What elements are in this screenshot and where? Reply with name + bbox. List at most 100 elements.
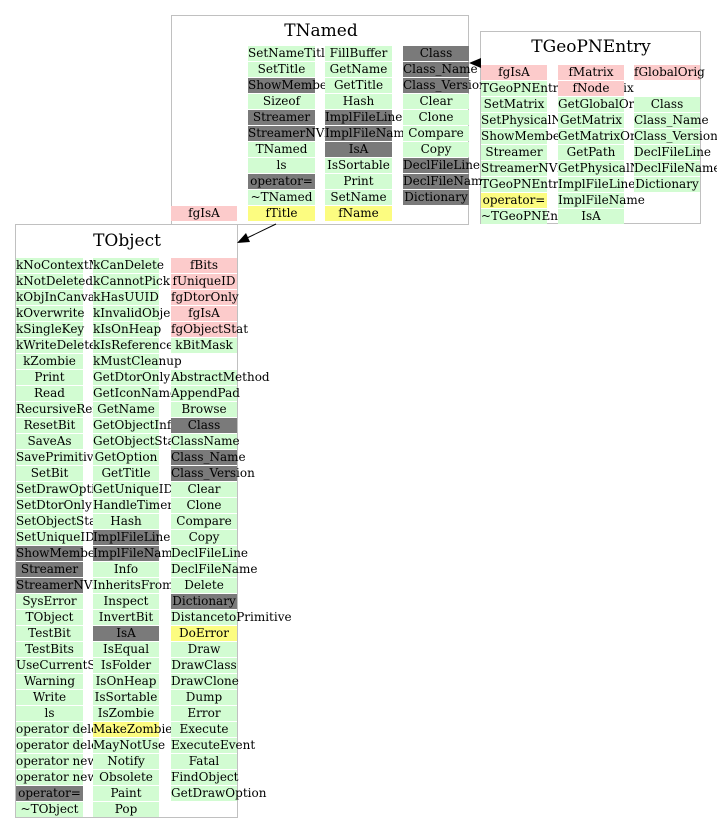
- member-cell: kObjInCanvas: [16, 290, 102, 305]
- member-cell: Info: [93, 562, 159, 577]
- member-cell: Class_Name: [171, 450, 246, 465]
- member-label: SetNameTitle: [248, 46, 332, 60]
- member-label: Class_Name: [634, 113, 709, 127]
- member-label: GetName: [97, 402, 155, 416]
- member-label: Delete: [184, 578, 224, 592]
- member-label: SetDrawOption: [16, 482, 111, 496]
- member-cell: kCanDelete: [93, 258, 164, 273]
- member-label: Paint: [110, 786, 142, 800]
- member-cell: MakeZombie: [93, 722, 172, 737]
- member-cell: DistancetoPrimitive: [171, 610, 292, 625]
- member-label: ~TGeoPNEntry: [481, 209, 576, 223]
- member-cell: SavePrimitive: [16, 450, 101, 465]
- member-cell: GetObjectStat: [93, 434, 179, 449]
- member-cell: GetObjectInfo: [93, 418, 179, 433]
- member-cell: TestBits: [16, 642, 83, 657]
- member-label: UseCurrentStyle: [16, 658, 119, 672]
- member-cell: TestBit: [16, 626, 83, 641]
- member-cell: TNamed: [248, 142, 315, 157]
- member-label: AppendPad: [171, 386, 240, 400]
- member-label: kIsOnHeap: [93, 322, 162, 336]
- member-label: Dump: [185, 690, 223, 704]
- member-label: SetUniqueID: [16, 530, 95, 544]
- member-label: Class_Name: [403, 62, 478, 76]
- member-label: RecursiveRemove: [16, 402, 125, 416]
- member-label: GetObjectInfo: [93, 418, 179, 432]
- member-label: ~TNamed: [250, 190, 313, 204]
- member-cell: Print: [16, 370, 83, 385]
- member-cell: Write: [16, 690, 83, 705]
- member-cell: Streamer: [16, 562, 83, 577]
- member-label: ImplFileLine: [93, 530, 171, 544]
- member-label: Fatal: [188, 754, 220, 768]
- member-cell: Draw: [171, 642, 237, 657]
- member-label: Obsolete: [99, 770, 153, 784]
- member-label: GetName: [329, 62, 388, 76]
- member-label: kMustCleanup: [93, 354, 182, 368]
- member-label: fTitle: [265, 206, 298, 220]
- member-label: Execute: [179, 722, 229, 736]
- member-label: SetPhysicalNode: [481, 113, 584, 127]
- member-cell: Read: [16, 386, 83, 401]
- member-cell: GetTitle: [93, 466, 159, 481]
- member-label: DeclFileName: [634, 161, 717, 175]
- class-title-tnamed: TNamed: [284, 21, 358, 41]
- member-cell: StreamerNVirtual: [16, 578, 125, 593]
- member-cell: fgIsA: [171, 206, 237, 221]
- member-cell: StreamerNVirtual: [248, 126, 358, 141]
- member-cell: kSingleKey: [16, 322, 84, 337]
- member-label: operator delete: [16, 722, 111, 736]
- member-label: Streamer: [252, 110, 311, 124]
- member-label: ResetBit: [23, 418, 76, 432]
- member-cell: SetDtorOnly: [16, 498, 92, 513]
- member-cell: DeclFileName: [634, 161, 717, 176]
- member-label: DistancetoPrimitive: [171, 610, 292, 624]
- member-cell: ImplFileName: [325, 126, 412, 141]
- member-label: DrawClone: [171, 674, 239, 688]
- member-cell: Class_Version: [403, 78, 487, 93]
- member-cell: Browse: [171, 402, 237, 417]
- member-label: Class_Version: [634, 129, 717, 143]
- member-cell: GetMatrix: [558, 113, 624, 128]
- member-label: kObjInCanvas: [16, 290, 102, 304]
- member-label: GetPhysicalNode: [558, 161, 663, 175]
- member-cell: fNode: [558, 81, 624, 96]
- member-label: Read: [34, 386, 65, 400]
- member-cell: kIsOnHeap: [93, 322, 162, 337]
- member-cell: kMustCleanup: [93, 354, 182, 369]
- member-label: kBitMask: [175, 338, 233, 352]
- member-label: ImplFileName: [558, 193, 645, 207]
- member-label: Class: [419, 46, 453, 60]
- member-cell: Sizeof: [248, 94, 315, 109]
- member-label: GetOption: [94, 450, 158, 464]
- member-cell: MayNotUse: [93, 738, 166, 753]
- member-label: Dictionary: [635, 177, 699, 191]
- member-label: Dictionary: [404, 190, 468, 204]
- member-label: StreamerNVirtual: [248, 126, 358, 140]
- member-cell: Print: [325, 174, 392, 189]
- member-label: ls: [44, 706, 55, 720]
- member-cell: ClassName: [171, 434, 240, 449]
- member-label: fUniqueID: [172, 274, 236, 288]
- member-cell: operator=: [248, 174, 315, 189]
- member-cell: GetDrawOption: [171, 786, 266, 801]
- member-cell: Dictionary: [403, 190, 469, 205]
- class-title-tobject: TObject: [93, 231, 161, 251]
- member-cell: StreamerNVirtual: [481, 161, 590, 176]
- member-label: Print: [34, 370, 65, 384]
- member-cell: GetIconName: [93, 386, 177, 401]
- member-label: kOverwrite: [16, 306, 85, 320]
- member-label: Info: [113, 562, 139, 576]
- member-label: Clear: [419, 94, 453, 108]
- member-cell: Compare: [403, 126, 469, 141]
- member-cell: DeclFileName: [171, 562, 258, 577]
- member-label: Write: [32, 690, 67, 704]
- member-label: Class_Version: [403, 78, 487, 92]
- member-cell: Notify: [93, 754, 159, 769]
- member-cell: Copy: [403, 142, 469, 157]
- member-label: Warning: [23, 674, 76, 688]
- arrow-tnamed-to-tobject: [246, 223, 277, 239]
- member-label: operator=: [482, 193, 546, 207]
- member-cell: Class_Version: [171, 466, 255, 481]
- member-label: MayNotUse: [93, 738, 166, 752]
